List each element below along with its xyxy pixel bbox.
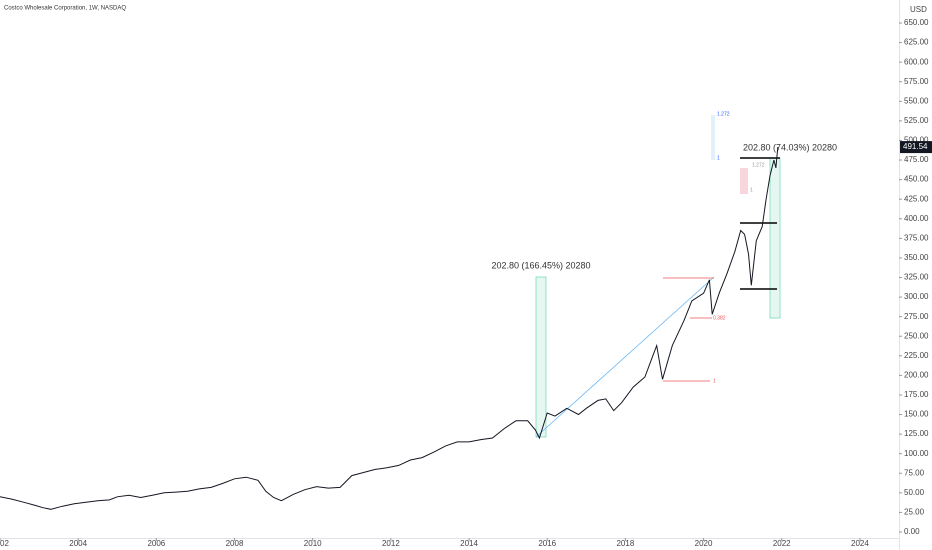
y-tick-label: 400.00 [904, 214, 929, 223]
measure-box [769, 157, 781, 319]
y-tick-label: 450.00 [904, 175, 929, 184]
y-tick-label: 500.00 [904, 136, 929, 145]
y-tick-label: 525.00 [904, 116, 929, 125]
trend-line [535, 276, 715, 438]
y-tick-label: 350.00 [904, 253, 929, 262]
y-tick-label: 250.00 [904, 331, 929, 340]
y-tick-label: 625.00 [904, 38, 929, 47]
y-tick-label: 0.00 [904, 527, 920, 536]
ext-label: 1 [750, 187, 753, 193]
y-tick-label: 25.00 [904, 508, 925, 517]
y-tick-label: 200.00 [904, 370, 929, 379]
y-unit: USD [910, 5, 927, 14]
x-tick-label: 2020 [695, 539, 713, 548]
y-tick-label: 75.00 [904, 468, 925, 477]
y-tick-label: 325.00 [904, 273, 929, 282]
x-tick-label: 2004 [69, 539, 87, 548]
x-tick-label: 2018 [616, 539, 634, 548]
x-tick-label: 02 [0, 539, 9, 548]
measure-box [535, 276, 547, 438]
y-tick-label: 575.00 [904, 77, 929, 86]
measure-label: 202.80 (166.45%) 20280 [491, 260, 590, 270]
y-tick-label: 600.00 [904, 57, 929, 66]
y-tick-label: 550.00 [904, 96, 929, 105]
ext-label: 1.272 [752, 162, 765, 168]
x-tick-label: 2008 [226, 539, 244, 548]
x-tick-label: 2012 [382, 539, 400, 548]
ext-label: 1.272 [717, 111, 730, 117]
ext-box [711, 115, 715, 160]
y-tick-label: 100.00 [904, 449, 929, 458]
x-tick-label: 2024 [851, 539, 869, 548]
y-tick-label: 650.00 [904, 18, 929, 27]
y-tick-label: 125.00 [904, 429, 929, 438]
ext-box [740, 168, 748, 194]
x-tick-label: 2016 [538, 539, 556, 548]
y-tick-label: 225.00 [904, 351, 929, 360]
y-tick-label: 300.00 [904, 292, 929, 301]
y-tick-label: 50.00 [904, 488, 925, 497]
chart-title: Costco Wholesale Corporation, 1W, NASDAQ [4, 6, 126, 12]
y-tick-label: 375.00 [904, 233, 929, 242]
y-tick-label: 425.00 [904, 194, 929, 203]
x-tick-label: 2022 [773, 539, 791, 548]
last-price-label: 491.54 [903, 142, 928, 151]
x-tick-label: 2006 [147, 539, 165, 548]
ext-label: 1 [717, 155, 720, 161]
fib-label: 1 [713, 378, 716, 384]
measure-label: 202.80 (74.03%) 20280 [743, 142, 837, 152]
last-price-box [900, 141, 932, 154]
price-line [0, 147, 779, 510]
y-tick-label: 150.00 [904, 410, 929, 419]
x-tick-label: 2010 [304, 539, 322, 548]
x-tick-label: 2014 [460, 539, 478, 548]
fib-label: 0.382 [713, 315, 726, 321]
y-tick-label: 175.00 [904, 390, 929, 399]
y-tick-label: 275.00 [904, 312, 929, 321]
y-tick-label: 475.00 [904, 155, 929, 164]
